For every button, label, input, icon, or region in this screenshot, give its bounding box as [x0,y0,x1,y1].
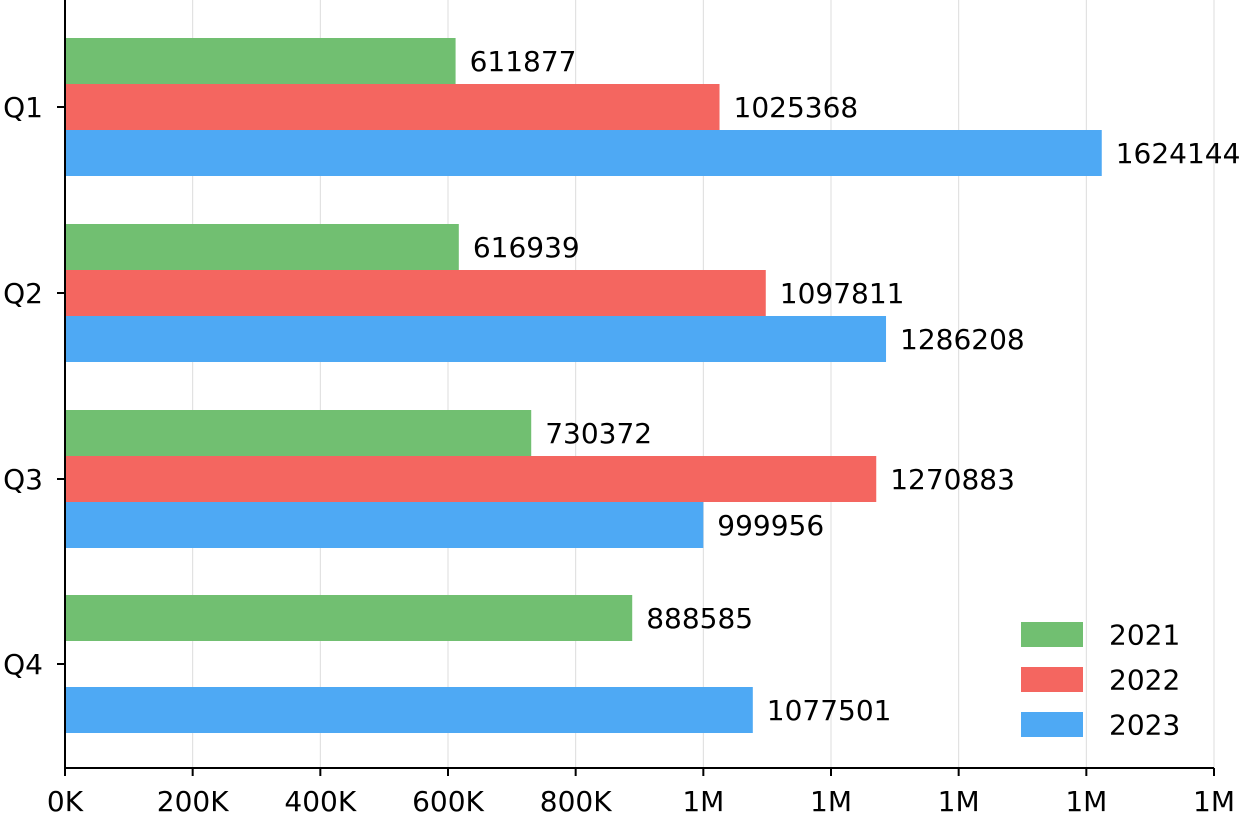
bar-value-label: 1077501 [767,694,892,727]
bar-value-label: 611877 [470,45,577,78]
x-tick-label: 400K [284,785,356,816]
bar-value-label: 999956 [717,509,824,542]
legend-label: 2022 [1109,664,1180,697]
x-tick-label: 1M [810,785,852,816]
x-tick-label: 1M [938,785,980,816]
legend-label: 2023 [1109,709,1180,742]
y-tick-label: Q1 [3,91,43,124]
x-tick-label: 1M [1065,785,1107,816]
x-tick-label: 600K [412,785,484,816]
legend-label: 2021 [1109,619,1180,652]
bar-q3-2023 [65,502,704,548]
bar-q2-2022 [65,270,766,316]
bar-q4-2021 [65,595,633,641]
bar-label-layer: 611877 1025368 1624144 616939 1097811 1286208… [470,45,1241,727]
bar-value-label: 1270883 [890,463,1015,496]
bar-q1-2022 [65,84,720,130]
bar-value-label: 1097811 [780,277,905,310]
bar-q2-2023 [65,316,887,362]
axis-layer: 0K 200K 400K 600K 800K 1M 1M 1M 1M 1M Q1 Q2 Q3 Q4 [3,0,1235,816]
y-tick-label: Q4 [3,648,43,681]
x-tick-label: 1M [682,785,724,816]
bar-value-label: 888585 [646,602,753,635]
bar-value-label: 1624144 [1116,137,1241,170]
y-tick-label: Q2 [3,277,43,310]
y-tick-label: Q3 [3,463,43,496]
bar-q1-2021 [65,38,456,84]
bar-q4-2023 [65,687,753,733]
bar-value-label: 730372 [545,417,652,450]
bar-value-label: 1025368 [734,91,859,124]
legend: 2021 2022 2023 [1021,619,1180,742]
bar-q1-2023 [65,130,1102,176]
bar-value-label: 616939 [473,231,580,264]
bar-q2-2021 [65,224,459,270]
legend-swatch-2021 [1021,622,1083,647]
x-tick-label: 0K [47,785,84,816]
bar-value-label: 1286208 [900,323,1025,356]
bar-q3-2021 [65,410,532,456]
x-tick-label: 800K [540,785,612,816]
legend-swatch-2023 [1021,712,1083,737]
legend-swatch-2022 [1021,667,1083,692]
bar-layer [65,38,1102,733]
x-tick-label: 1M [1193,785,1235,816]
x-tick-label: 200K [157,785,229,816]
bar-q3-2022 [65,456,877,502]
